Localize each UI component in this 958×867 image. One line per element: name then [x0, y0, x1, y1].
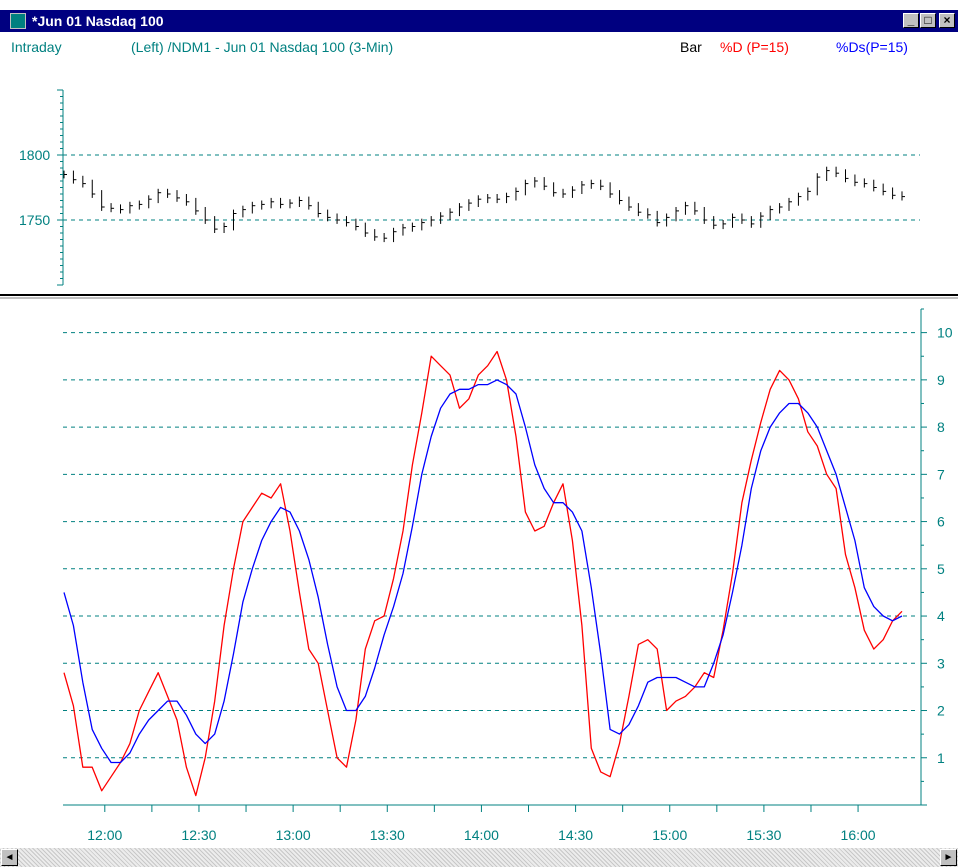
legend-pct-ds: %Ds(P=15): [836, 39, 908, 55]
title-bar[interactable]: *Jun 01 Nasdaq 100 _ □ ×: [0, 10, 958, 32]
price-panel: 1750 1800: [19, 89, 920, 286]
window-title: *Jun 01 Nasdaq 100: [32, 13, 164, 29]
x-tick-label: 14:30: [558, 827, 593, 843]
osc-y-tick-label: 7: [937, 466, 945, 482]
maximize-button[interactable]: □: [920, 13, 936, 28]
x-tick-label: 13:00: [276, 827, 311, 843]
legend-pct-d: %D (P=15): [720, 39, 789, 55]
osc-y-tick-label: 1: [937, 750, 945, 766]
scroll-right-button[interactable]: ►: [940, 849, 957, 866]
x-tick-label: 15:00: [652, 827, 687, 843]
pct-d-line: [63, 350, 903, 797]
chart-canvas: 1750 1800 1 2 3 4 5 6 7 8 9 10 12:00 12:30 13:00 13:30…: [0, 89, 958, 843]
chart-header: Intraday (Left) /NDM1 - Jun 01 Nasdaq 10…: [0, 36, 958, 60]
x-tick-label: 12:00: [87, 827, 122, 843]
price-y-tick-label: 1750: [19, 212, 50, 228]
osc-y-tick-label: 9: [937, 372, 945, 388]
mode-label: Intraday: [11, 39, 62, 55]
scroll-left-button[interactable]: ◄: [1, 849, 18, 866]
oscillator-panel: 1 2 3 4 5 6 7 8 9 10 12:00 12:30 13:00 13:30 14:00 14:3…: [63, 308, 953, 843]
x-tick-label: 12:30: [181, 827, 216, 843]
osc-y-tick-label: 6: [937, 514, 945, 530]
horizontal-scrollbar[interactable]: ◄ ►: [0, 848, 958, 867]
osc-y-tick-label: 8: [937, 419, 945, 435]
legend-bar: Bar: [680, 39, 702, 55]
price-y-tick-label: 1800: [19, 147, 50, 163]
symbol-description: (Left) /NDM1 - Jun 01 Nasdaq 100 (3-Min): [131, 39, 394, 55]
pct-ds-line: [63, 379, 903, 764]
osc-y-tick-label: 5: [937, 561, 945, 577]
app-icon: [10, 13, 26, 29]
x-tick-label: 13:30: [370, 827, 405, 843]
minimize-button[interactable]: _: [903, 13, 919, 28]
close-button[interactable]: ×: [939, 13, 955, 28]
osc-y-tick-label: 3: [937, 655, 945, 671]
x-tick-label: 14:00: [464, 827, 499, 843]
osc-y-tick-label: 2: [937, 703, 945, 719]
osc-y-tick-label: 4: [937, 608, 945, 624]
x-tick-label: 16:00: [841, 827, 876, 843]
x-tick-label: 15:30: [746, 827, 781, 843]
osc-y-tick-label: 10: [937, 325, 953, 341]
